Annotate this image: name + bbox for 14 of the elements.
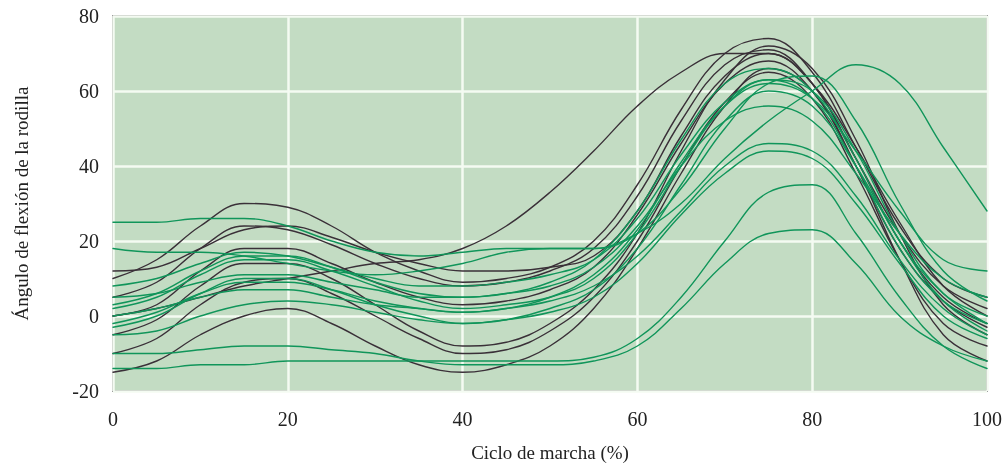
x-tick-label: 0 bbox=[108, 408, 118, 430]
y-tick-label: 20 bbox=[79, 230, 99, 252]
y-axis-title: Ángulo de flexión de la rodilla bbox=[11, 86, 32, 321]
y-tick-label: -20 bbox=[72, 380, 99, 402]
x-tick-label: 100 bbox=[972, 408, 1002, 430]
x-tick-label: 20 bbox=[277, 408, 298, 430]
y-tick-label: 80 bbox=[79, 5, 99, 27]
x-tick-label: 80 bbox=[802, 408, 823, 430]
x-tick-label: 60 bbox=[627, 408, 648, 430]
y-tick-label: 40 bbox=[79, 155, 99, 177]
y-tick-label: 60 bbox=[79, 80, 99, 102]
x-axis-title: Ciclo de marcha (%) bbox=[471, 442, 629, 464]
y-tick-label: 0 bbox=[89, 305, 99, 327]
x-tick-label: 40 bbox=[452, 408, 473, 430]
